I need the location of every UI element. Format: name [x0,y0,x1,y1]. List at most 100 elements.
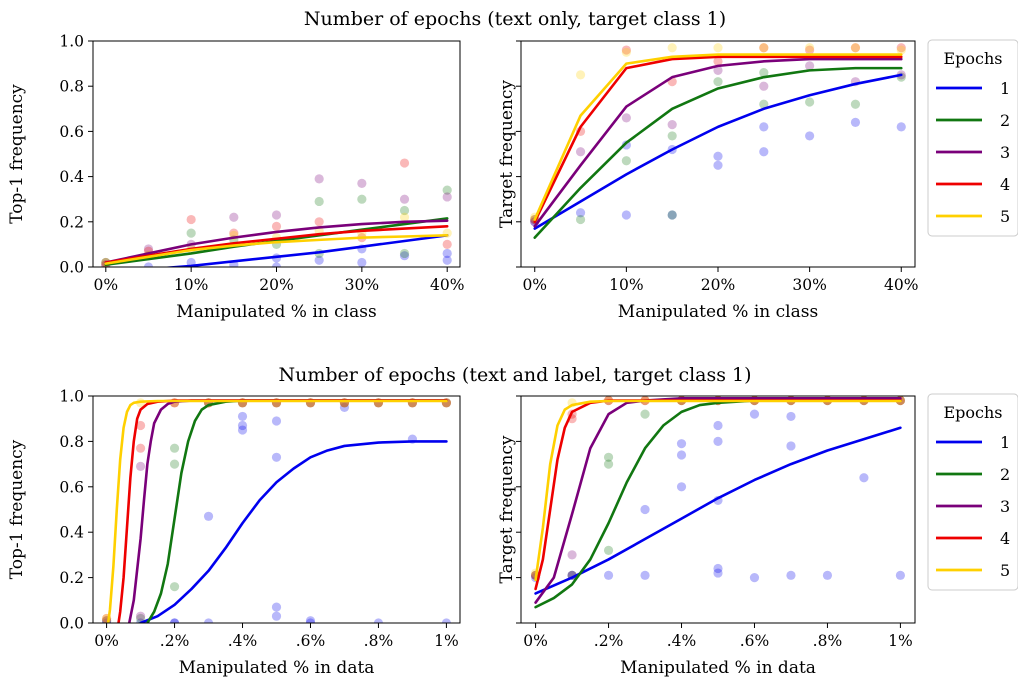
fit-curves [104,217,449,267]
x-tick-label: .2% [594,632,624,650]
data-point-epoch-1 [271,416,282,426]
legend-label-epoch-3: 3 [1000,143,1010,162]
data-point-epoch-1 [237,411,248,422]
data-point-epoch-2 [759,99,769,109]
fit-curves [106,399,448,623]
legend-title: Epochs [943,403,1002,422]
data-point-epoch-1 [305,616,316,623]
data-point-epoch-1 [713,436,723,446]
data-point-epoch-3 [399,194,410,204]
fit-curve-epoch-5 [533,53,903,221]
data-point-epoch-1 [713,568,723,578]
data-point-epoch-5 [713,43,723,53]
x-axis-label: Manipulated % in data [179,658,375,678]
data-point-epoch-4 [186,214,196,225]
data-point-epoch-1 [676,439,687,449]
fit-curve-epoch-4 [533,55,903,224]
legend-label-epoch-2: 2 [1000,111,1010,130]
data-point-epoch-4 [135,443,146,453]
legend-label-epoch-5: 5 [1000,561,1010,580]
data-point-epoch-1 [203,618,214,623]
legend-top: Epochs 1 2 3 4 5 [927,39,1018,237]
data-point-epoch-1 [271,262,282,267]
data-point-epoch-5 [850,43,861,53]
data-point-epoch-1 [339,402,350,412]
x-tick-label: 1% [888,632,913,650]
data-point-epoch-1 [640,570,650,580]
data-point-epoch-1 [822,570,833,580]
fit-curve-epoch-5 [106,399,448,623]
data-point-epoch-1 [859,473,869,483]
data-point-epoch-3 [357,178,367,188]
x-tick-label: .4% [667,632,697,650]
data-point-epoch-1 [759,122,769,132]
y-tick-label: 0.6 [59,478,84,496]
legend-label-epoch-1: 1 [1000,79,1010,98]
data-point-epoch-2 [186,228,196,238]
data-point-epoch-1 [237,425,248,435]
data-point-epoch-1 [314,255,324,265]
data-point-epoch-1 [786,570,796,580]
data-point-epoch-2 [603,452,614,462]
data-point-epoch-2 [169,459,180,469]
data-point-epoch-5 [399,212,410,222]
panel-top-right: 0% 10% 20% 30% 40% Manipulated % in class Targ… [497,40,918,322]
fit-curve-epoch-1 [534,426,902,595]
data-point-epoch-1 [676,450,687,460]
data-point-epoch-1 [786,441,796,451]
legend-title: Epochs [943,49,1002,68]
data-point-epoch-3 [805,61,815,71]
fit-curve-epoch-3 [104,219,449,264]
y-tick-label: 0.8 [59,433,84,451]
data-point-epoch-3 [229,212,239,222]
data-point-epoch-1 [896,122,906,132]
y-axis-label: Top-1 frequency [7,439,27,579]
data-point-epoch-4 [314,217,324,227]
data-point-epoch-1 [621,140,631,150]
panels: 0% 10% 20% 30% 40% 0.0 0.2 0.4 0.6 0.8 1.0 Manipula… [7,33,918,679]
y-tick-label: 0.2 [59,569,84,587]
data-point-epoch-1 [373,618,384,623]
data-point-epoch-3 [575,147,586,157]
data-point-epoch-5 [805,43,815,53]
data-point-epoch-2 [667,131,677,141]
x-tick-label: .2% [160,632,190,650]
data-point-epoch-1 [713,420,723,431]
data-point-epoch-4 [135,420,146,431]
panel-bottom-left: 0% .2% .4% .6% .8% 1% 0.0 0.2 0.4 0.6 0.8 1.0 Manipu… [7,388,461,678]
data-point-epoch-1 [713,160,723,170]
data-point-epoch-2 [640,409,650,419]
x-tick-label: 0% [522,276,547,294]
data-point-epoch-1 [713,151,723,161]
data-point-epoch-2 [850,99,861,109]
data-point-epoch-2 [603,459,614,469]
data-point-epoch-5 [621,47,631,57]
data-point-epoch-5 [896,45,906,55]
data-point-epoch-3 [567,550,577,560]
data-point-epoch-1 [805,131,815,141]
x-tick-label: .6% [740,632,770,650]
data-point-epoch-3 [271,210,282,220]
data-point-epoch-1 [676,482,687,492]
axes-frame [520,395,916,624]
data-point-epoch-1 [759,147,769,157]
data-point-epoch-1 [621,210,631,220]
data-point-epoch-4 [805,45,815,55]
data-point-epoch-2 [575,214,586,225]
fit-curve-epoch-3 [534,396,902,604]
legend-label-epoch-1: 1 [1000,433,1010,452]
x-tick-label: 0% [523,632,548,650]
x-tick-label: 30% [345,276,379,294]
x-tick-label: 40% [430,276,464,294]
panel-top-left: 0% 10% 20% 30% 40% 0.0 0.2 0.4 0.6 0.8 1.0 Manipula… [7,33,464,323]
panel-bottom-right: 0% .2% .4% .6% .8% 1% Manipulated % in data Tar… [497,395,916,678]
scatter-points [530,43,906,227]
data-point-epoch-2 [621,156,631,166]
data-point-epoch-1 [713,563,723,574]
data-point-epoch-4 [850,43,861,53]
data-point-epoch-3 [143,244,154,254]
x-tick-label: .6% [296,632,326,650]
data-point-epoch-4 [621,45,631,55]
data-point-epoch-5 [667,43,677,53]
y-tick-label: 0.4 [59,168,84,186]
